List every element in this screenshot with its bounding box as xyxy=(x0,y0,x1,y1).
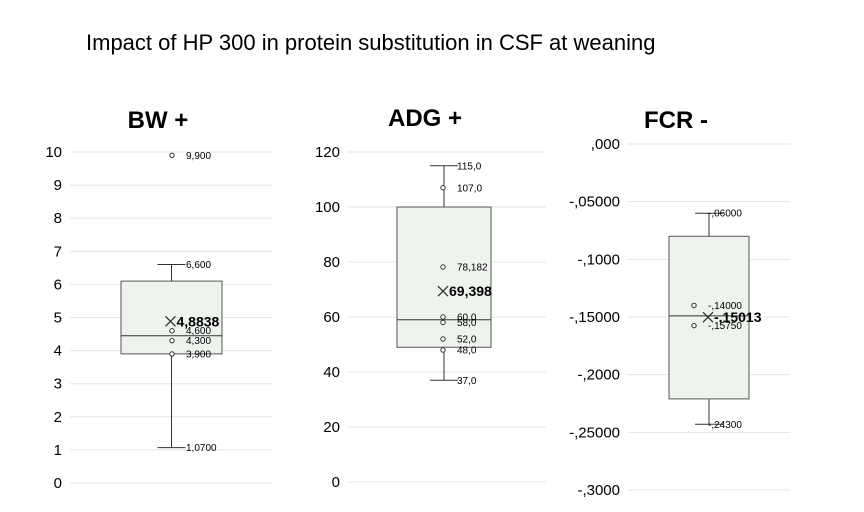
mean-label: 69,398 xyxy=(449,283,492,299)
y-tick-label: 0 xyxy=(54,475,62,492)
outlier-point xyxy=(440,336,446,342)
data-label: 115,0 xyxy=(457,161,482,172)
y-tick-label: 9 xyxy=(54,177,62,194)
y-tick-label: -,1000 xyxy=(577,251,620,268)
data-label: -,14000 xyxy=(708,301,742,312)
mean-label: 4,8838 xyxy=(177,313,220,329)
outlier-point xyxy=(691,322,697,329)
data-label: 4,600 xyxy=(186,326,211,337)
y-tick-label: 0 xyxy=(332,474,340,491)
data-label: -,24300 xyxy=(708,420,742,431)
outlier-point xyxy=(440,264,446,270)
data-label: 9,900 xyxy=(186,151,211,162)
mean-label: -,15013 xyxy=(714,309,762,325)
outlier-point xyxy=(691,302,697,309)
y-tick-label: 1 xyxy=(54,442,62,459)
data-label: 58,0 xyxy=(457,318,477,329)
data-label: 1,0700 xyxy=(186,443,217,454)
box xyxy=(396,206,492,348)
y-tick-label: -,2000 xyxy=(577,367,620,384)
outlier-point xyxy=(440,314,446,320)
mean-marker xyxy=(165,315,176,327)
chart-title: Impact of HP 300 in protein substitution… xyxy=(86,30,656,55)
y-tick-label: 7 xyxy=(54,243,62,260)
panel-title: BW + xyxy=(128,107,189,134)
data-label: -,06000 xyxy=(708,209,742,220)
panel-title: FCR - xyxy=(644,107,708,134)
data-label: 6,600 xyxy=(186,260,211,271)
y-tick-label: 80 xyxy=(323,254,340,271)
y-tick-label: 120 xyxy=(315,144,340,161)
data-label: 107,0 xyxy=(457,183,482,194)
y-tick-label: 5 xyxy=(54,310,62,327)
outlier-point xyxy=(440,347,446,353)
outlier-point xyxy=(440,319,446,326)
panel-title: ADG + xyxy=(388,105,462,132)
y-tick-label: ,000 xyxy=(591,136,620,153)
data-label: 52,0 xyxy=(457,335,477,346)
y-tick-label: 60 xyxy=(323,309,340,326)
y-tick-label: -,3000 xyxy=(577,482,620,499)
outlier-point xyxy=(169,337,175,344)
y-tick-label: 6 xyxy=(54,276,62,293)
y-tick-label: 4 xyxy=(54,343,62,360)
y-tick-label: 8 xyxy=(54,210,62,227)
y-tick-label: 40 xyxy=(323,364,340,381)
outlier-point xyxy=(169,351,175,357)
y-tick-label: 3 xyxy=(54,376,62,393)
y-tick-label: -,05000 xyxy=(569,194,620,211)
mean-marker xyxy=(437,285,449,297)
data-label: 4,300 xyxy=(186,336,211,347)
data-label: 60,0 xyxy=(457,313,477,324)
data-label: 3,900 xyxy=(186,349,211,360)
y-tick-label: -,25000 xyxy=(569,424,620,441)
y-tick-label: 10 xyxy=(45,144,62,161)
outlier-point xyxy=(440,185,446,191)
data-label: 48,0 xyxy=(457,346,477,357)
outlier-point xyxy=(169,152,175,159)
data-label: 78,182 xyxy=(457,262,488,273)
y-tick-label: 20 xyxy=(323,419,340,436)
data-label: 37,0 xyxy=(457,376,477,387)
mean-marker xyxy=(702,311,714,323)
data-label: -,15750 xyxy=(708,321,742,332)
y-tick-label: -,15000 xyxy=(569,309,620,326)
y-tick-label: 100 xyxy=(315,199,340,216)
outlier-point xyxy=(169,328,175,334)
y-tick-label: 2 xyxy=(54,409,62,426)
